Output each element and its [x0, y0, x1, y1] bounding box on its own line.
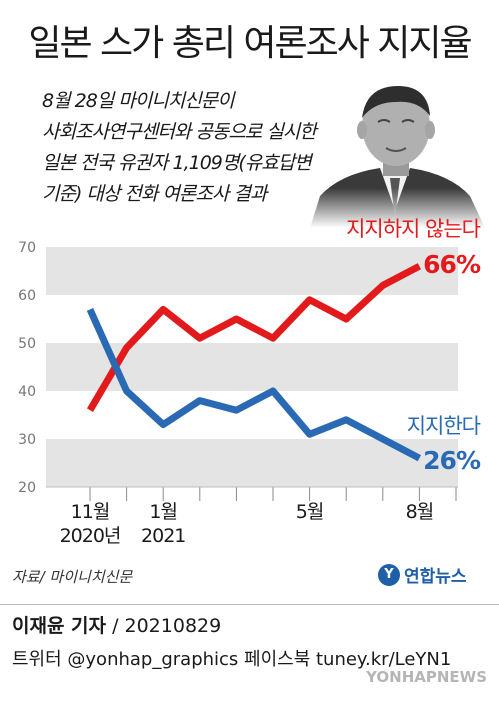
subtitle-line: 기준) 대상 전화 여론조사 결과	[42, 183, 267, 205]
watermark: YONHAPNEWS	[366, 668, 487, 686]
chart-title: 일본 스가 총리 여론조사 지지율	[28, 23, 472, 64]
agency-logo-icon: Y	[378, 563, 400, 586]
series-end-value-approve: 26%	[423, 446, 481, 475]
y-tick-label: 60	[18, 288, 36, 304]
x-tick-label: 2020년	[60, 525, 121, 547]
subtitle-line: 사회조사연구센터와 공동으로 실시한	[42, 121, 317, 143]
series-name-approve: 지지한다	[407, 414, 481, 438]
subtitle-line: 일본 전국 유권자 1,109명(유효답변	[42, 152, 312, 174]
x-tick-label: 11월	[71, 501, 110, 523]
y-tick-label: 50	[18, 336, 36, 352]
chart-subtitle: 8월 28일 마이니치신문이 사회조사연구센터와 공동으로 실시한 일본 전국 …	[42, 86, 342, 210]
subtitle-line: 8월 28일 마이니치신문이	[42, 90, 235, 112]
social-links: 트위터 @yonhap_graphics 페이스북 tuney.kr/LeYN1	[12, 649, 452, 670]
x-tick-label: 8월	[406, 501, 434, 523]
infographic-card: 일본 스가 총리 여론조사 지지율 8월 28일 마이니치신문이 사회조사연구센…	[12, 23, 490, 587]
y-tick-label: 40	[18, 384, 36, 400]
footer: 이재윤 기자 / 20210829 트위터 @yonhap_graphics 페…	[0, 604, 499, 701]
byline: 이재윤 기자 / 20210829	[12, 611, 221, 638]
series-line-disapprove	[86, 263, 422, 412]
agency-name: 연합뉴스	[404, 567, 467, 587]
series-name-disapprove: 지지하지 않는다	[346, 217, 481, 241]
series-line-approve	[86, 307, 422, 462]
prime-minister-portrait	[300, 86, 490, 228]
y-tick-label: 30	[18, 432, 36, 448]
y-tick-label: 70	[18, 240, 36, 256]
y-tick-label: 20	[18, 480, 36, 496]
x-tick-label: 2021	[141, 525, 185, 547]
reporter-name: 이재윤 기자	[12, 615, 107, 637]
grid-band	[46, 247, 458, 295]
publish-date: / 20210829	[112, 615, 222, 637]
grid-band	[46, 439, 458, 487]
x-tick-label: 5월	[296, 501, 324, 523]
series-end-value-disapprove: 66%	[423, 250, 481, 279]
data-source: 자료/ 마이니치신문	[12, 568, 133, 586]
agency-brand: Y 연합뉴스	[378, 562, 467, 587]
x-tick-label: 1월	[149, 501, 177, 523]
